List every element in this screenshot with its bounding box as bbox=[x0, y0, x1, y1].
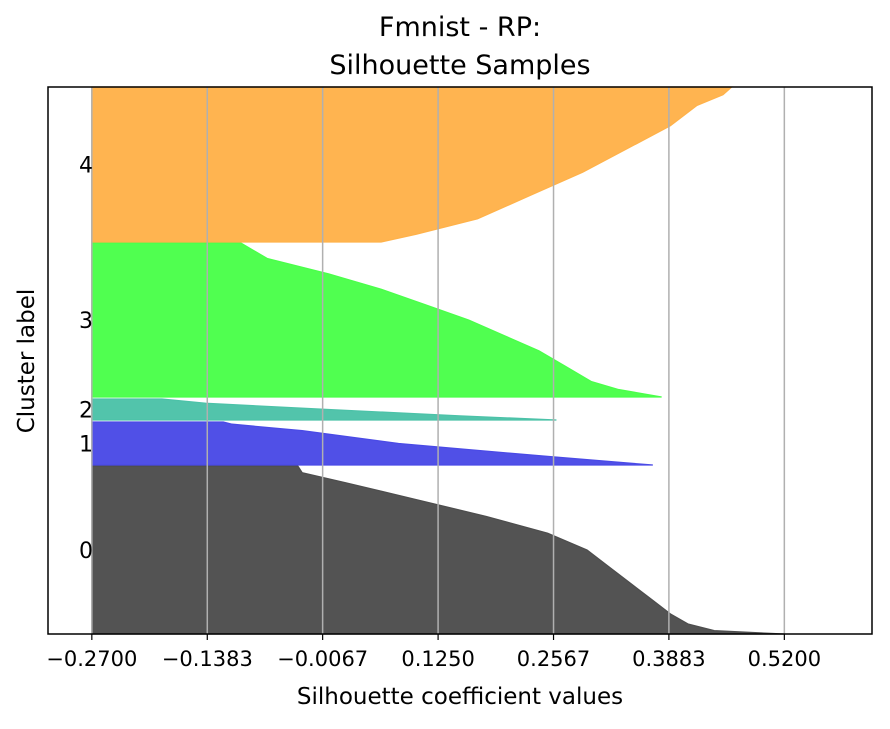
y-axis-label: Cluster label bbox=[14, 289, 40, 434]
cluster-labels: 0 1 2 3 4 bbox=[79, 154, 93, 565]
x-tick-label: 0.3883 bbox=[632, 647, 705, 671]
x-tick-label: −0.2700 bbox=[46, 647, 137, 671]
x-tick-label: 0.2567 bbox=[517, 647, 590, 671]
cluster-3-area bbox=[91, 242, 662, 398]
cluster-4-area bbox=[91, 86, 734, 243]
cluster-label-1: 1 bbox=[79, 433, 93, 458]
cluster-label-0: 0 bbox=[79, 539, 93, 564]
cluster-label-4: 4 bbox=[79, 154, 93, 179]
cluster-2-area bbox=[91, 398, 557, 421]
x-axis-label: Silhouette coefficient values bbox=[297, 684, 623, 710]
cluster-label-2: 2 bbox=[79, 399, 93, 424]
chart-title-line1: Fmnist - RP: bbox=[379, 12, 541, 43]
plot-frame bbox=[47, 86, 873, 635]
chart-title-line2: Silhouette Samples bbox=[329, 50, 590, 81]
x-tick-label: −0.0067 bbox=[277, 647, 368, 671]
cluster-label-3: 3 bbox=[79, 309, 93, 334]
x-tick-label: 0.5200 bbox=[748, 647, 821, 671]
x-tick-label: −0.1383 bbox=[162, 647, 253, 671]
x-tick-label: 0.1250 bbox=[401, 647, 474, 671]
cluster-1-area bbox=[91, 421, 653, 466]
x-axis-ticks: −0.2700 −0.1383 −0.0067 0.1250 0.2567 0.3883 0… bbox=[46, 634, 821, 671]
gridlines bbox=[91, 87, 786, 634]
